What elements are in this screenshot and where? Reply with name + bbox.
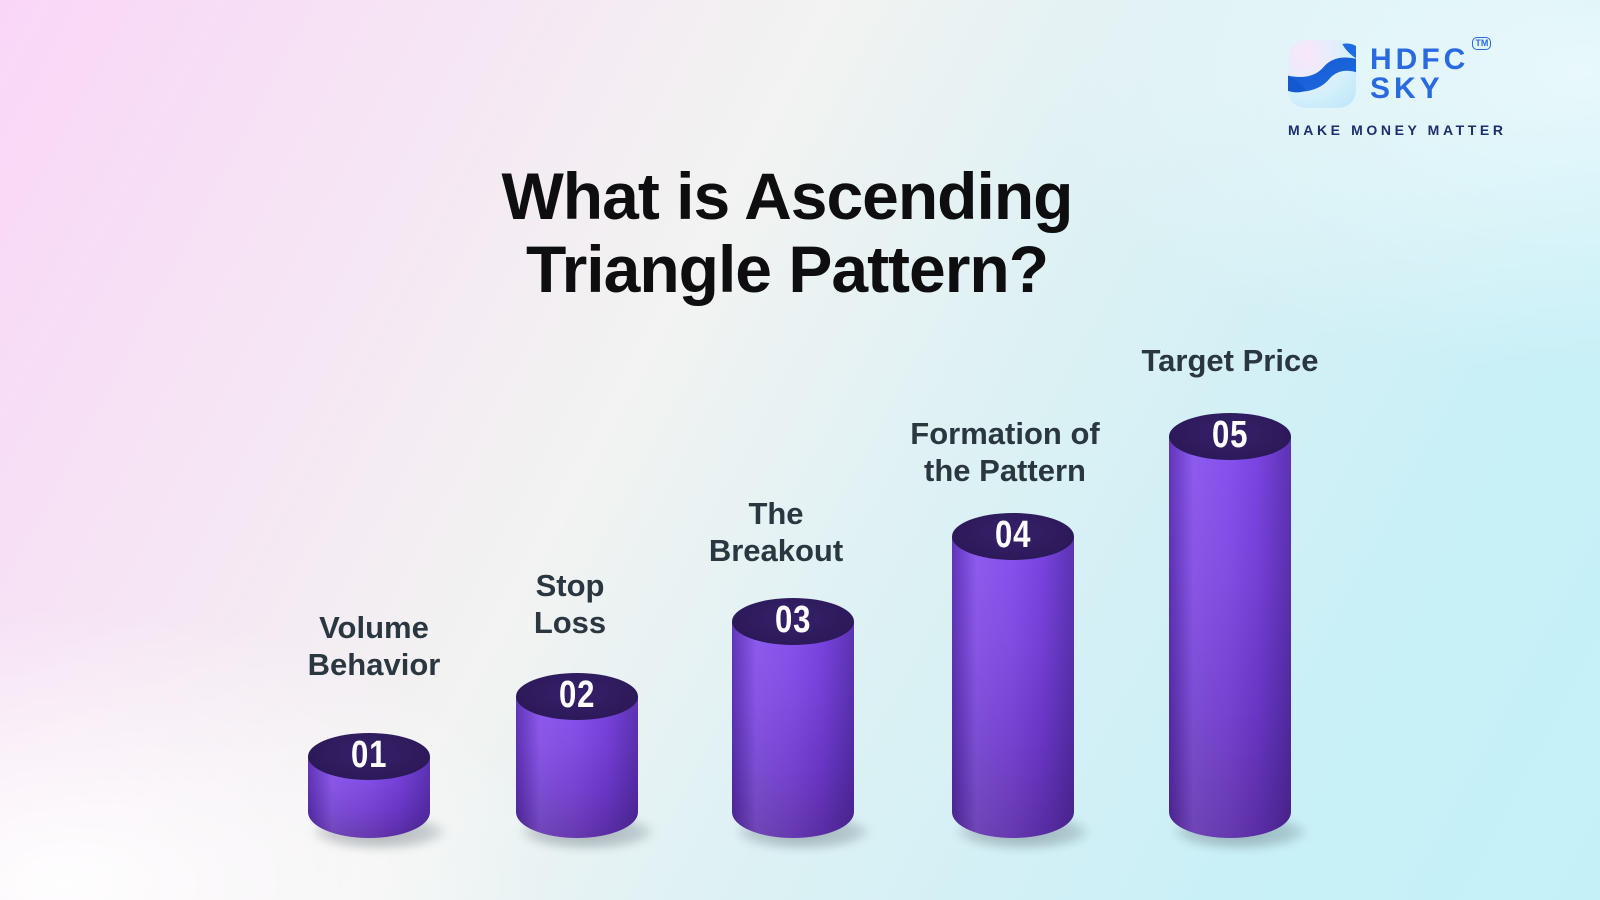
step-pillar-1: Volume Behavior 01 xyxy=(308,610,446,850)
step-pillar-5: Target Price 05 xyxy=(1142,343,1318,850)
brand-logo-row: HDFC SKY TM xyxy=(1288,37,1507,110)
brand-logo: HDFC SKY TM MAKE MONEY MATTER xyxy=(1288,37,1507,138)
page-title: What is Ascending Triangle Pattern? xyxy=(501,159,1074,307)
trademark-badge: TM xyxy=(1472,37,1492,50)
step-label-2: Stop Loss xyxy=(533,568,607,640)
brand-name-block: HDFC SKY TM xyxy=(1370,37,1492,105)
cylinder-body xyxy=(1169,436,1291,838)
brand-tagline: MAKE MONEY MATTER xyxy=(1288,122,1507,138)
hdfc-sky-logo-icon xyxy=(1288,40,1356,108)
step-pillar-3: The Breakout 03 xyxy=(709,496,870,850)
step-number-4: 04 xyxy=(994,514,1032,556)
step-pillar-2: Stop Loss 02 xyxy=(516,568,654,850)
cylinder-cap: 01 xyxy=(308,733,430,780)
step-label-3: The Breakout xyxy=(708,496,844,568)
step-label-5: Target Price xyxy=(1141,343,1319,378)
step-label-1: Volume Behavior xyxy=(307,610,441,682)
step-number-5: 05 xyxy=(1211,414,1249,456)
cylinder-cap: 02 xyxy=(516,673,638,720)
step-number-2: 02 xyxy=(558,674,596,716)
cylinder-cap: 05 xyxy=(1169,413,1291,460)
cylinder-cap: 04 xyxy=(952,513,1074,560)
brand-name: HDFC SKY xyxy=(1370,43,1470,105)
step-number-3: 03 xyxy=(774,599,812,641)
step-label-4: Formation of the Pattern xyxy=(910,416,1100,488)
step-number-1: 01 xyxy=(350,734,388,776)
step-pillar-4: Formation of the Pattern 04 xyxy=(910,416,1100,850)
cylinder-body xyxy=(952,536,1074,838)
cylinder-cap: 03 xyxy=(732,598,854,645)
cylinder-body xyxy=(732,621,854,838)
